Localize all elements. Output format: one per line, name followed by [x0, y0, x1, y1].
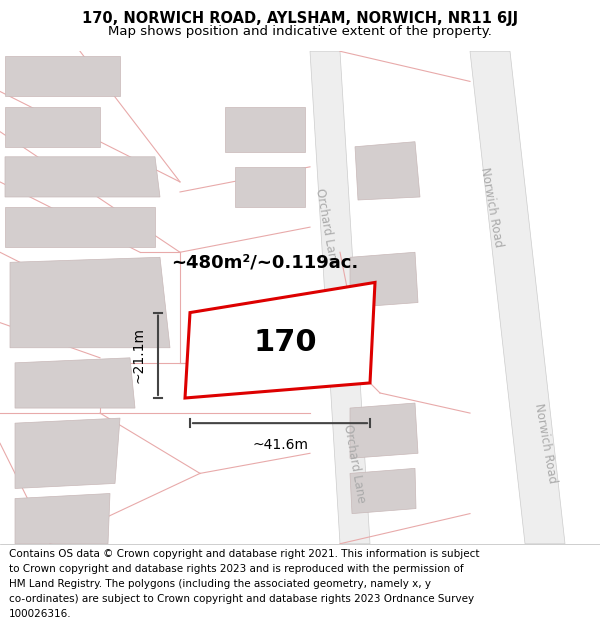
- Text: Orchard Lane: Orchard Lane: [341, 423, 367, 504]
- Polygon shape: [15, 357, 135, 408]
- Text: 100026316.: 100026316.: [9, 609, 71, 619]
- Polygon shape: [5, 56, 120, 96]
- Text: ~480m²/~0.119ac.: ~480m²/~0.119ac.: [172, 253, 359, 271]
- Text: Norwich Road: Norwich Road: [532, 402, 559, 484]
- Text: Map shows position and indicative extent of the property.: Map shows position and indicative extent…: [108, 26, 492, 39]
- Text: Orchard Lane: Orchard Lane: [313, 187, 340, 268]
- Text: ~41.6m: ~41.6m: [252, 438, 308, 452]
- Polygon shape: [5, 106, 100, 147]
- Text: ~21.1m: ~21.1m: [131, 327, 145, 382]
- Text: to Crown copyright and database rights 2023 and is reproduced with the permissio: to Crown copyright and database rights 2…: [9, 564, 464, 574]
- Polygon shape: [350, 403, 418, 458]
- Polygon shape: [15, 418, 120, 489]
- Polygon shape: [235, 167, 305, 207]
- Polygon shape: [15, 494, 110, 544]
- Polygon shape: [5, 157, 160, 197]
- Polygon shape: [10, 258, 170, 348]
- Polygon shape: [5, 207, 155, 248]
- Polygon shape: [310, 51, 370, 544]
- Polygon shape: [355, 142, 420, 200]
- Text: Norwich Road: Norwich Road: [478, 166, 505, 248]
- Polygon shape: [470, 51, 565, 544]
- Polygon shape: [350, 253, 418, 308]
- Text: 170: 170: [253, 328, 317, 357]
- Polygon shape: [185, 282, 375, 398]
- Text: Contains OS data © Crown copyright and database right 2021. This information is : Contains OS data © Crown copyright and d…: [9, 549, 479, 559]
- Text: HM Land Registry. The polygons (including the associated geometry, namely x, y: HM Land Registry. The polygons (includin…: [9, 579, 431, 589]
- Text: co-ordinates) are subject to Crown copyright and database rights 2023 Ordnance S: co-ordinates) are subject to Crown copyr…: [9, 594, 474, 604]
- Text: 170, NORWICH ROAD, AYLSHAM, NORWICH, NR11 6JJ: 170, NORWICH ROAD, AYLSHAM, NORWICH, NR1…: [82, 11, 518, 26]
- Polygon shape: [225, 106, 305, 152]
- Polygon shape: [350, 468, 416, 514]
